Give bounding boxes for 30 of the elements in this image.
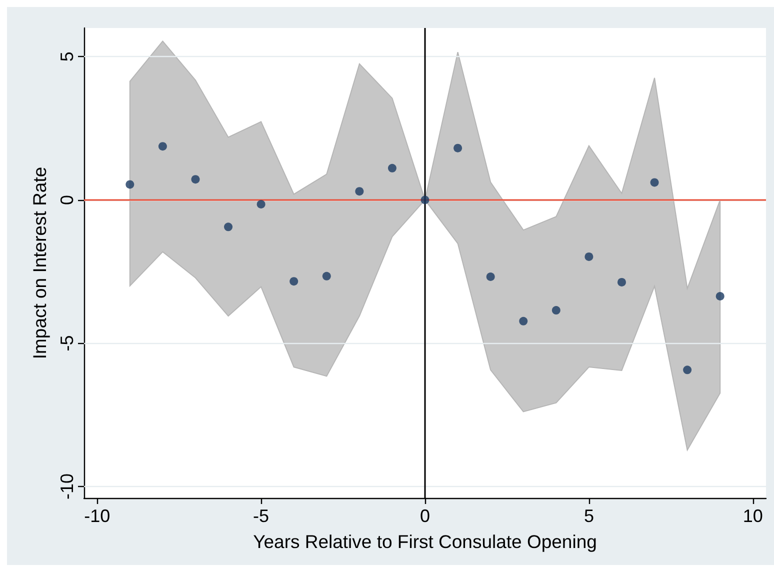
point <box>486 272 495 282</box>
x-tick-label: -5 <box>253 506 270 526</box>
point <box>683 366 692 374</box>
point <box>716 292 724 300</box>
y-tick-label: 5 <box>57 52 77 62</box>
x-tick-label: -10 <box>84 506 110 526</box>
y-tick-label: -5 <box>57 335 77 352</box>
x-tick-label: 0 <box>420 506 430 526</box>
point <box>584 252 594 261</box>
point <box>322 272 331 280</box>
point <box>224 222 233 232</box>
point <box>454 144 462 152</box>
y-tick-label: 0 <box>57 194 77 205</box>
point <box>650 178 659 187</box>
point <box>126 180 134 189</box>
point <box>552 306 560 315</box>
point <box>388 164 396 172</box>
point <box>617 278 626 286</box>
x-tick-label: 10 <box>742 506 763 526</box>
point <box>191 175 200 184</box>
point <box>158 142 167 151</box>
x-axis-title: Years Relative to First Consulate Opening <box>253 531 597 552</box>
point <box>355 187 364 196</box>
y-axis-title: Impact on Interest Rate <box>29 166 50 360</box>
point <box>290 277 298 286</box>
point <box>519 316 528 326</box>
point <box>420 196 430 204</box>
point <box>256 200 266 208</box>
y-tick-label: -10 <box>57 474 77 500</box>
x-tick-label: 5 <box>584 506 594 526</box>
